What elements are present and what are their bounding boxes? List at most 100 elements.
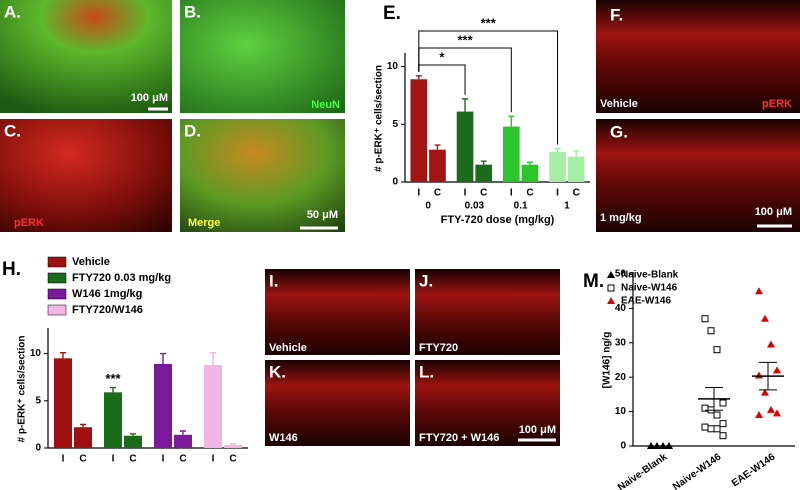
y-tick-label: 0 bbox=[35, 443, 41, 454]
y-axis-label: [W146] ng/g bbox=[602, 332, 613, 389]
bar bbox=[410, 79, 428, 182]
point bbox=[755, 371, 763, 379]
legend-marker bbox=[607, 284, 615, 292]
y-tick-label: 5 bbox=[35, 395, 41, 406]
x-tick-label: I bbox=[112, 454, 115, 465]
legend-swatch bbox=[47, 272, 67, 284]
stain-label: pERK bbox=[14, 217, 44, 229]
error-bar bbox=[434, 144, 441, 150]
point bbox=[761, 314, 769, 322]
x-tick-label: C bbox=[526, 188, 533, 199]
y-tick-label: 40 bbox=[615, 303, 627, 314]
image-a bbox=[0, 0, 172, 113]
point bbox=[659, 442, 667, 449]
bar bbox=[54, 358, 72, 448]
scale-label: 50 μM bbox=[307, 209, 338, 221]
bar bbox=[456, 111, 474, 182]
point bbox=[773, 366, 781, 374]
error-bar bbox=[526, 161, 533, 165]
image-d bbox=[180, 119, 345, 232]
point bbox=[719, 420, 727, 428]
image-b bbox=[180, 0, 345, 113]
y-tick-label: 5 bbox=[392, 119, 398, 130]
point bbox=[707, 425, 715, 433]
condition-label: Vehicle bbox=[600, 98, 638, 110]
bar bbox=[154, 363, 172, 448]
sem-bar bbox=[759, 361, 777, 391]
bar bbox=[74, 427, 92, 448]
legend-swatch bbox=[47, 304, 67, 316]
significance-bracket bbox=[418, 30, 559, 145]
condition-label: FTY720 + W146 bbox=[419, 432, 499, 444]
point bbox=[767, 405, 775, 413]
panel-letter: B. bbox=[184, 2, 201, 21]
image-j bbox=[415, 269, 560, 355]
image-l bbox=[415, 360, 560, 446]
scale-label: 100 μM bbox=[131, 92, 168, 104]
x-tick-label: C bbox=[179, 454, 186, 465]
y-tick-label: 30 bbox=[615, 337, 627, 348]
error-bar bbox=[60, 351, 66, 359]
point bbox=[755, 287, 763, 295]
error-bar bbox=[480, 160, 487, 165]
point bbox=[647, 442, 655, 449]
point bbox=[773, 409, 781, 417]
panel-letter: C. bbox=[4, 121, 21, 140]
significance-label: *** bbox=[457, 32, 473, 47]
x-tick-label: C bbox=[79, 454, 86, 465]
panel-letter: K. bbox=[269, 362, 286, 381]
legend-label: Naive-Blank bbox=[621, 270, 679, 281]
panel-letter: H. bbox=[2, 259, 21, 280]
bar bbox=[549, 151, 566, 182]
image-c bbox=[0, 119, 172, 232]
panel-letter: A. bbox=[4, 2, 21, 21]
point bbox=[713, 425, 721, 433]
y-tick-label: 20 bbox=[615, 372, 627, 383]
panel-letter: D. bbox=[184, 121, 201, 140]
point bbox=[719, 432, 727, 440]
x-tick-label: I bbox=[162, 454, 165, 465]
group-label: 0 bbox=[425, 201, 431, 212]
error-bar bbox=[110, 386, 116, 393]
y-axis-label: # p-ERK⁺ cells/section bbox=[17, 336, 28, 443]
scale-label: 100 μM bbox=[519, 424, 556, 436]
x-tick-label: C bbox=[434, 188, 441, 199]
condition-label: Vehicle bbox=[269, 342, 307, 354]
x-axis-label: FTY-720 dose (mg/kg) bbox=[441, 214, 555, 226]
error-bar bbox=[508, 115, 515, 127]
error-bar bbox=[554, 147, 561, 152]
bar bbox=[429, 149, 446, 182]
group-label: 0.1 bbox=[514, 201, 528, 212]
x-tick-label: Naive-W146 bbox=[671, 451, 724, 490]
panel-letter: F. bbox=[610, 5, 623, 24]
y-axis-label: # p-ERK⁺ cells/section bbox=[374, 65, 385, 172]
significance-label: *** bbox=[105, 371, 121, 386]
bar bbox=[521, 164, 539, 182]
x-tick-label: C bbox=[129, 454, 136, 465]
stain-label: NeuN bbox=[311, 99, 340, 111]
point bbox=[713, 346, 721, 354]
group-label: 1 bbox=[564, 201, 570, 212]
significance-label: *** bbox=[481, 15, 497, 30]
point bbox=[719, 399, 727, 407]
error-bar bbox=[210, 351, 216, 365]
condition-label: W146 bbox=[269, 432, 298, 444]
group-label: 0.03 bbox=[465, 201, 485, 212]
legend-label: W146 1mg/kg bbox=[72, 288, 142, 300]
panel-letter: G. bbox=[610, 122, 628, 141]
bar bbox=[124, 435, 142, 448]
bar bbox=[475, 164, 493, 182]
error-bar bbox=[80, 423, 86, 428]
image-f bbox=[596, 0, 800, 113]
stain-label: Merge bbox=[188, 217, 220, 229]
error-bar bbox=[160, 352, 166, 364]
legend-marker bbox=[607, 271, 615, 278]
panel-letter: J. bbox=[419, 271, 433, 290]
point bbox=[713, 411, 721, 419]
error-bar bbox=[130, 433, 136, 436]
error-bar bbox=[180, 430, 186, 435]
image-k bbox=[265, 360, 410, 446]
error-bar bbox=[415, 75, 422, 80]
x-tick-label: EAE-W146 bbox=[730, 451, 778, 489]
